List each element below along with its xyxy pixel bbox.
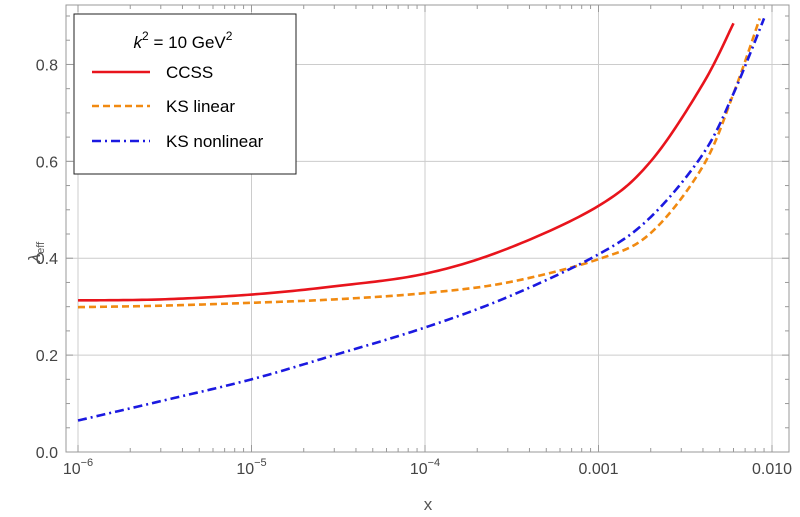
x-tick-label-exp: −5: [254, 457, 267, 469]
legend: k2 = 10 GeV2 CCSS KS linear KS nonlinear: [73, 13, 297, 175]
x-tick-label-base: 0.001: [578, 461, 618, 478]
series-group: [77, 17, 766, 422]
y-axis-label: λeff: [25, 241, 47, 263]
x-tick-label: 0.010: [752, 461, 792, 478]
x-axis-label: x: [424, 495, 433, 514]
x-tick-label-base: 0.010: [752, 461, 792, 478]
legend-title-unit-exp: 2: [226, 29, 233, 43]
y-tick-label: 0.8: [36, 57, 58, 74]
x-tick-label-base: 10: [63, 461, 81, 478]
legend-title: k2 = 10 GeV2: [134, 29, 233, 52]
x-tick-label: 10−6: [63, 457, 93, 478]
y-tick-label: 0.6: [36, 154, 58, 171]
series-line-ks-nonlinear: [77, 17, 766, 422]
y-tick-label: 0.4: [36, 251, 58, 268]
x-tick-label-exp: −4: [428, 457, 441, 469]
y-axis-label-base: λ: [25, 254, 44, 263]
x-tick-label-exp: −6: [81, 457, 94, 469]
y-tick-label: 0.0: [36, 445, 58, 462]
legend-label-ccss: CCSS: [166, 63, 213, 82]
x-tick-label-base: 10: [236, 461, 254, 478]
legend-title-exp: 2: [142, 29, 149, 43]
x-tick-label: 10−4: [410, 457, 440, 478]
series-line-ccss: [77, 22, 735, 302]
y-axis-label-sub: eff: [35, 241, 47, 254]
y-tick-label: 0.2: [36, 348, 58, 365]
series-line-ks-linear: [77, 17, 761, 309]
legend-title-mid: = 10 GeV: [149, 33, 227, 52]
legend-title-var: k: [134, 33, 144, 52]
plot-frame: [65, 4, 790, 453]
x-tick-label-base: 10: [410, 461, 428, 478]
legend-box: [73, 13, 297, 175]
legend-label-ks-nonlinear: KS nonlinear: [166, 132, 264, 151]
legend-label-ks-linear: KS linear: [166, 97, 235, 116]
x-tick-label: 0.001: [578, 461, 618, 478]
x-tick-label: 10−5: [236, 457, 266, 478]
